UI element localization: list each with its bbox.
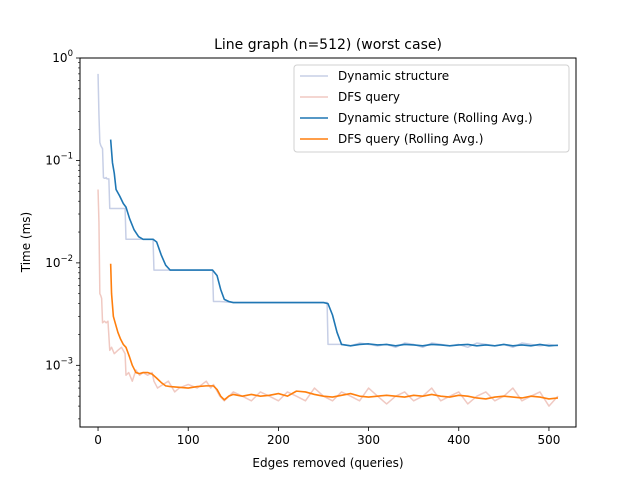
axes-layer: 0 100 200 300 400 500 10−3 10−2 10−1 100 — [45, 49, 560, 447]
x-tick-label: 500 — [537, 433, 560, 447]
plot-frame — [79, 57, 577, 428]
chart-title: Line graph (n=512) (worst case) — [214, 37, 442, 53]
legend-label-2: Dynamic structure (Rolling Avg.) — [338, 111, 533, 125]
y-tick-label: 10−2 — [45, 254, 73, 270]
y-tick-label: 100 — [52, 49, 73, 65]
y-tick-label: 10−1 — [45, 151, 73, 167]
legend-box — [293, 64, 570, 153]
series-line-2 — [109, 139, 559, 347]
x-tick-label: 0 — [94, 433, 102, 447]
x-tick-label: 300 — [357, 433, 380, 447]
y-tick-label: 10−3 — [45, 356, 73, 372]
x-axis-title: Edges removed (queries) — [252, 456, 403, 470]
legend-label-0: Dynamic structure — [338, 69, 449, 83]
y-axis-title: Time (ms) — [19, 212, 33, 274]
x-tick-label: 200 — [267, 433, 290, 447]
legend-label-3: DFS query (Rolling Avg.) — [338, 132, 483, 146]
series-layer — [97, 73, 559, 407]
x-tick-label: 100 — [177, 433, 200, 447]
x-tick-label: 400 — [447, 433, 470, 447]
legend: Dynamic structure DFS query Dynamic struct… — [293, 64, 570, 153]
series-line-1 — [97, 189, 559, 407]
legend-label-1: DFS query — [338, 90, 400, 104]
series-line-3 — [109, 263, 559, 401]
